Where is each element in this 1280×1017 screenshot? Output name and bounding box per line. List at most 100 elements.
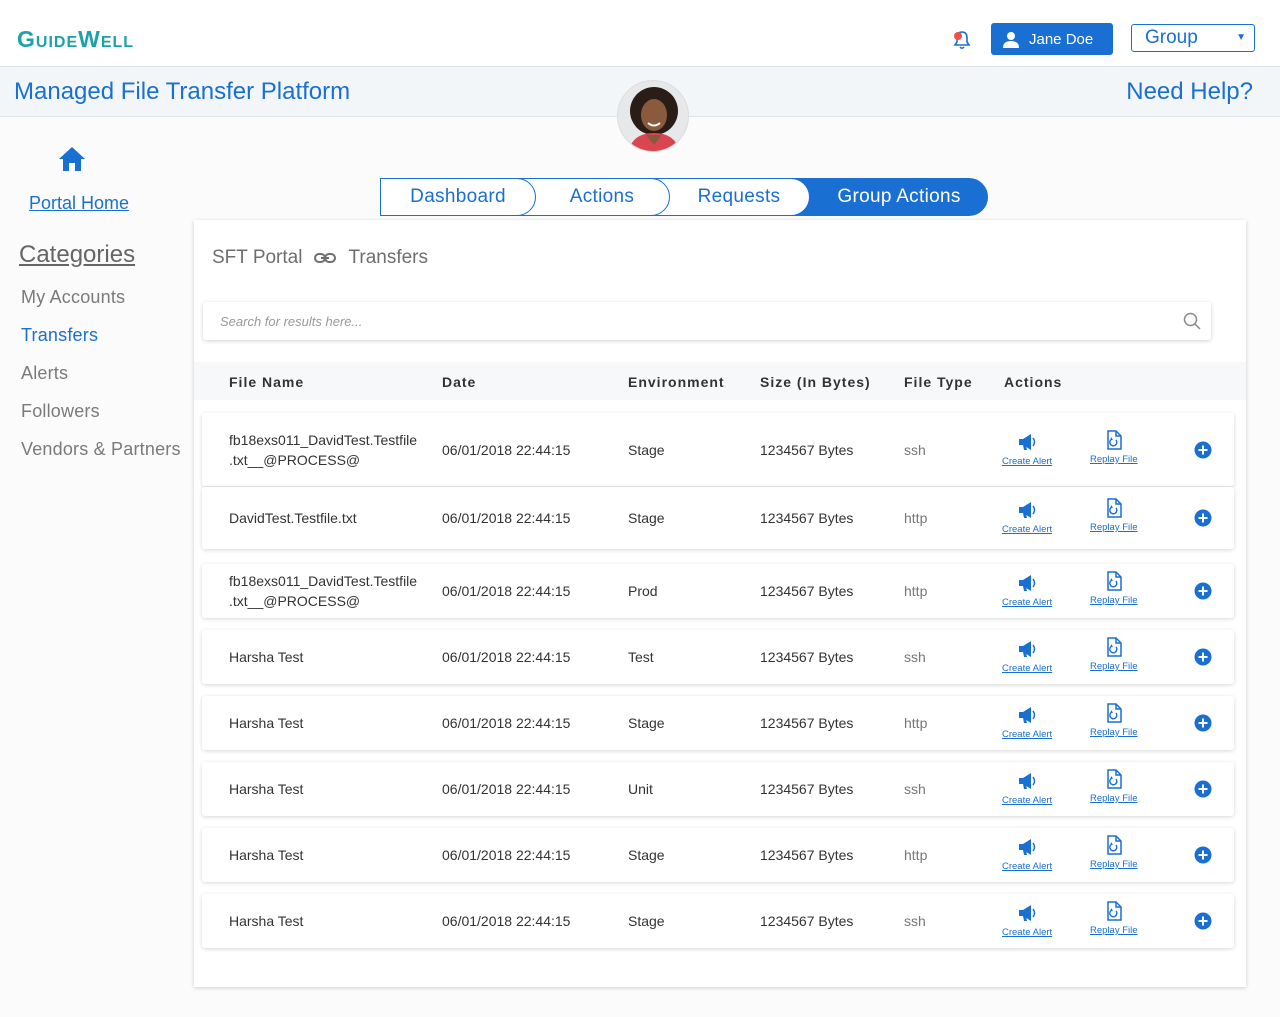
create-alert-button[interactable]: Create Alert bbox=[1002, 771, 1052, 806]
environment-cell: Stage bbox=[628, 442, 665, 458]
replay-file-icon bbox=[1107, 703, 1122, 723]
date-cell: 06/01/2018 22:44:15 bbox=[442, 913, 571, 929]
tab-group-actions[interactable]: Group Actions bbox=[790, 178, 988, 216]
table-row[interactable]: Harsha Test 06/01/2018 22:44:15 Stage 12345… bbox=[202, 828, 1234, 882]
plus-circle-icon[interactable] bbox=[1194, 509, 1212, 527]
column-header-size[interactable]: Size (In Bytes) bbox=[760, 374, 871, 390]
plus-circle-icon[interactable] bbox=[1194, 648, 1212, 666]
tab-actions[interactable]: Actions bbox=[514, 178, 670, 216]
megaphone-icon bbox=[1019, 502, 1036, 518]
create-alert-label: Create Alert bbox=[1002, 861, 1053, 872]
megaphone-icon bbox=[1019, 839, 1036, 855]
tab-requests[interactable]: Requests bbox=[648, 178, 810, 216]
page-title: Managed File Transfer Platform bbox=[14, 78, 351, 105]
sidebar-item-followers[interactable]: Followers bbox=[21, 401, 100, 421]
replay-file-icon bbox=[1107, 769, 1122, 789]
create-alert-button[interactable]: Create Alert bbox=[1002, 432, 1052, 467]
file-type-cell: ssh bbox=[904, 781, 926, 797]
plus-circle-icon[interactable] bbox=[1194, 912, 1212, 930]
file-type-cell: http bbox=[904, 847, 928, 863]
table-row[interactable]: Harsha Test 06/01/2018 22:44:15 Stage 12345… bbox=[202, 894, 1234, 948]
file-name-line: .txt__@PROCESS@ bbox=[229, 593, 361, 609]
plus-circle-icon[interactable] bbox=[1194, 846, 1212, 864]
replay-file-button[interactable]: Replay File bbox=[1090, 498, 1138, 533]
megaphone-icon bbox=[1019, 905, 1036, 921]
home-icon[interactable] bbox=[58, 145, 86, 173]
create-alert-button[interactable]: Create Alert bbox=[1002, 903, 1052, 938]
replay-file-button[interactable]: Replay File bbox=[1090, 637, 1138, 672]
replay-file-icon bbox=[1107, 430, 1122, 450]
megaphone-icon bbox=[1019, 575, 1036, 591]
replay-file-label: Replay File bbox=[1090, 859, 1138, 870]
table-row[interactable]: Harsha Test 06/01/2018 22:44:15 Unit 123456… bbox=[202, 762, 1234, 816]
file-type-cell: http bbox=[904, 510, 928, 526]
table-row[interactable]: fb18exs011_DavidTest.Testfile .txt__@PROC… bbox=[202, 564, 1234, 618]
table-row[interactable]: fb18exs011_DavidTest.Testfile .txt__@PROC… bbox=[202, 413, 1234, 486]
file-name-line: fb18exs011_DavidTest.Testfile bbox=[229, 573, 418, 589]
column-header-environment[interactable]: Environment bbox=[628, 374, 725, 390]
table-row[interactable]: DavidTest.Testfile.txt 06/01/2018 22:44:1… bbox=[202, 487, 1234, 549]
portal-home-link[interactable]: Portal Home bbox=[29, 193, 130, 213]
table-row[interactable]: Harsha Test 06/01/2018 22:44:15 Test 123456… bbox=[202, 630, 1234, 684]
date-cell: 06/01/2018 22:44:15 bbox=[442, 781, 571, 797]
create-alert-label: Create Alert bbox=[1002, 524, 1053, 535]
replay-file-icon bbox=[1107, 637, 1122, 657]
date-cell: 06/01/2018 22:44:15 bbox=[442, 510, 571, 526]
group-select[interactable]: Group ▼ bbox=[1131, 24, 1255, 52]
create-alert-button[interactable]: Create Alert bbox=[1002, 705, 1052, 740]
avatar-portrait-icon bbox=[618, 81, 688, 151]
plus-circle-icon[interactable] bbox=[1194, 441, 1212, 459]
replay-file-button[interactable]: Replay File bbox=[1090, 769, 1138, 804]
bell-icon[interactable] bbox=[950, 28, 974, 52]
user-menu-button[interactable]: Jane Doe bbox=[991, 23, 1113, 55]
create-alert-button[interactable]: Create Alert bbox=[1002, 573, 1052, 608]
table-row[interactable]: Harsha Test 06/01/2018 22:44:15 Stage 12345… bbox=[202, 696, 1234, 750]
file-type-cell: ssh bbox=[904, 649, 926, 665]
create-alert-button[interactable]: Create Alert bbox=[1002, 837, 1052, 872]
user-name: Jane Doe bbox=[1029, 30, 1094, 48]
guidewell-logo[interactable]: GuideWell bbox=[17, 26, 135, 52]
table-header: File Name Date Environment Size (In Byte… bbox=[194, 362, 1246, 400]
size-cell: 1234567 Bytes bbox=[760, 847, 854, 863]
plus-circle-icon[interactable] bbox=[1194, 780, 1212, 798]
date-cell: 06/01/2018 22:44:15 bbox=[442, 442, 571, 458]
replay-file-button[interactable]: Replay File bbox=[1090, 571, 1138, 606]
replay-file-button[interactable]: Replay File bbox=[1090, 703, 1138, 738]
categories-heading: Categories bbox=[19, 241, 136, 268]
column-header-file-type[interactable]: File Type bbox=[904, 374, 973, 390]
size-cell: 1234567 Bytes bbox=[760, 715, 854, 731]
breadcrumb-root[interactable]: SFT Portal bbox=[212, 247, 303, 268]
tab-dashboard[interactable]: Dashboard bbox=[380, 178, 536, 216]
create-alert-button[interactable]: Create Alert bbox=[1002, 639, 1052, 674]
breadcrumb-current: Transfers bbox=[348, 247, 429, 268]
replay-file-button[interactable]: Replay File bbox=[1090, 901, 1138, 936]
plus-circle-icon[interactable] bbox=[1194, 714, 1212, 732]
file-name: Harsha Test bbox=[229, 779, 303, 799]
column-header-date[interactable]: Date bbox=[442, 374, 477, 390]
transfers-card: SFT Portal Transfers File Name Date Envi… bbox=[194, 220, 1246, 987]
date-cell: 06/01/2018 22:44:15 bbox=[442, 847, 571, 863]
size-cell: 1234567 Bytes bbox=[760, 583, 854, 599]
sidebar-item-transfers[interactable]: Transfers bbox=[21, 325, 99, 345]
avatar[interactable] bbox=[617, 80, 689, 152]
plus-circle-icon[interactable] bbox=[1194, 582, 1212, 600]
sidebar-item-my-accounts[interactable]: My Accounts bbox=[21, 287, 126, 307]
tab-bar: Dashboard Actions Requests Group Actions bbox=[380, 178, 988, 216]
column-header-file-name[interactable]: File Name bbox=[229, 374, 305, 390]
environment-cell: Prod bbox=[628, 583, 658, 599]
file-name-line: Harsha Test bbox=[229, 913, 304, 929]
need-help-link[interactable]: Need Help? bbox=[1126, 78, 1253, 105]
search-icon[interactable] bbox=[1183, 312, 1201, 330]
file-name-line: Harsha Test bbox=[229, 847, 304, 863]
replay-file-button[interactable]: Replay File bbox=[1090, 430, 1138, 465]
sidebar-item-vendors-partners[interactable]: Vendors & Partners bbox=[21, 439, 181, 459]
replay-file-label: Replay File bbox=[1090, 727, 1138, 738]
replay-file-button[interactable]: Replay File bbox=[1090, 835, 1138, 870]
date-cell: 06/01/2018 22:44:15 bbox=[442, 715, 571, 731]
sidebar-item-alerts[interactable]: Alerts bbox=[21, 363, 69, 383]
create-alert-button[interactable]: Create Alert bbox=[1002, 500, 1052, 535]
file-name-line: .txt__@PROCESS@ bbox=[229, 452, 361, 468]
replay-file-label: Replay File bbox=[1090, 454, 1138, 465]
create-alert-label: Create Alert bbox=[1002, 456, 1053, 467]
search-input[interactable] bbox=[203, 302, 1143, 340]
